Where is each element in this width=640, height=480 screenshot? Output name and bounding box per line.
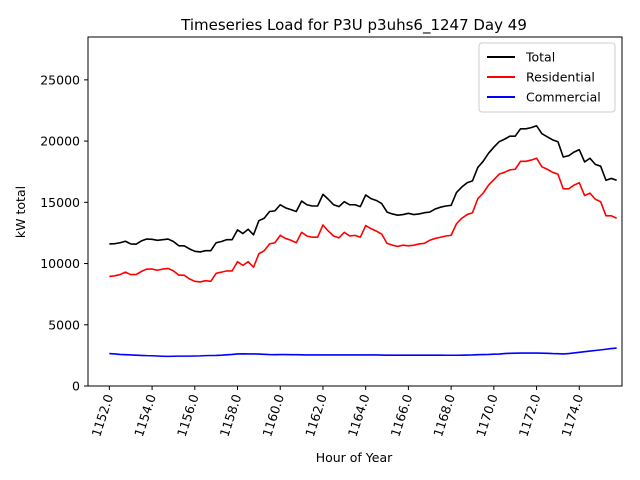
legend-label-total: Total	[525, 50, 555, 65]
y-tick-label: 25000	[40, 72, 80, 87]
legend: Total Residential Commercial	[478, 42, 616, 113]
chart-title: Timeseries Load for P3U p3uhs6_1247 Day …	[180, 16, 527, 35]
series-line-commercial	[109, 347, 617, 358]
series-line-residential	[109, 157, 617, 283]
y-tick-label: 20000	[40, 134, 80, 149]
y-axis-label: kW total	[13, 186, 28, 238]
series-lines	[109, 124, 617, 358]
y-tick-label: 10000	[40, 256, 80, 271]
series-line-total	[109, 124, 617, 253]
legend-box	[478, 42, 616, 113]
y-tick-label: 0	[72, 379, 80, 394]
legend-label-residential: Residential	[526, 70, 595, 85]
y-axis: 0 5000 10000 15000 20000 25000	[40, 72, 88, 394]
y-tick-label: 15000	[40, 195, 80, 210]
x-axis-label: Hour of Year	[316, 450, 393, 465]
plot-area-frame	[87, 36, 623, 387]
legend-label-commercial: Commercial	[526, 90, 601, 105]
y-tick-label: 5000	[48, 317, 80, 332]
